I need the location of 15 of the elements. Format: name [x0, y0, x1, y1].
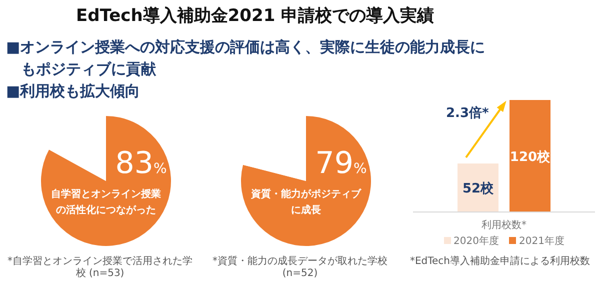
slice-label: 自学習とオンライン授業の活性化につながった [50, 188, 162, 218]
data-label: 120校 [510, 149, 552, 165]
text: ■オンライン授業への対応支援の評価は高く、実際に生徒の能力成長にもポジティブに貢献 ■利用校も拡大傾向 [6, 37, 486, 102]
data-label: 52校 [462, 180, 495, 197]
data-label: 83% [115, 146, 167, 181]
text: *EdTech導入補助金申請による利用校数 [408, 256, 592, 268]
slice-label: 資質・能力がポジティブに成長 [250, 188, 362, 218]
text: *資質・能力の成長データが取れた学校 (n=52) [212, 256, 388, 280]
legend-label: 2020年度 [452, 236, 499, 247]
legend-label: 2021年度 [518, 236, 564, 247]
x-axis-title: 利用校数* [480, 218, 528, 232]
data-label: 79% [315, 146, 367, 181]
text: *自学習とオンライン授業で活用された学校 (n=53) [6, 256, 194, 280]
text: EdTech導入補助金2021 申請校での導入実績 [76, 5, 434, 27]
annotation: 2.3倍* [446, 104, 489, 122]
